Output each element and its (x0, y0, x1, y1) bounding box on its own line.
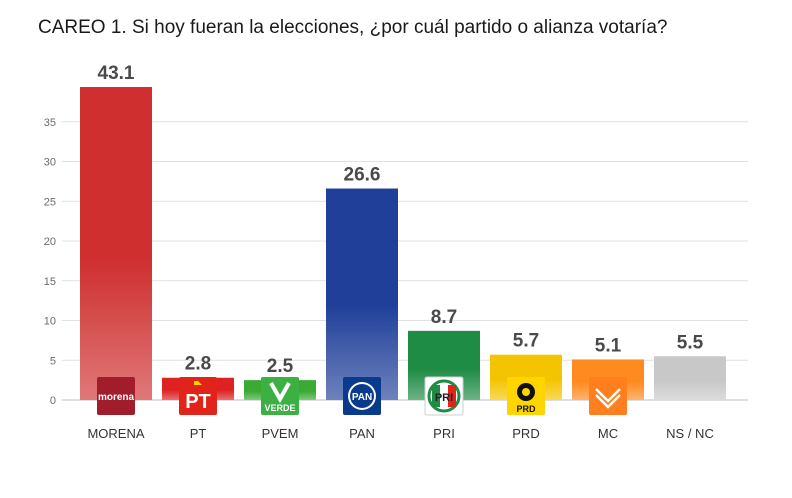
svg-text:PRI: PRI (435, 392, 453, 404)
chart-title: CAREO 1. Si hoy fueran la elecciones, ¿p… (38, 17, 668, 38)
x-tick-label: PRI (433, 426, 455, 441)
svg-text:PRD: PRD (516, 404, 536, 414)
pt-logo: PT (179, 377, 217, 415)
data-label: 5.1 (595, 335, 622, 356)
bars (80, 87, 726, 400)
y-tick-label: 35 (44, 117, 56, 129)
y-tick-label: 10 (44, 316, 56, 328)
mc-logo (589, 377, 627, 415)
gridlines (62, 121, 748, 401)
x-tick-label: MC (598, 426, 618, 441)
y-tick-label: 0 (50, 395, 56, 407)
y-tick-label: 15 (44, 276, 56, 288)
svg-text:morena: morena (98, 392, 135, 403)
bar-shade (80, 87, 152, 400)
morena-logo: morena (97, 377, 135, 415)
svg-text:PAN: PAN (352, 392, 372, 403)
data-label: 2.8 (185, 354, 211, 375)
y-tick-label: 20 (44, 236, 56, 248)
svg-text:VERDE: VERDE (264, 403, 295, 413)
x-tick-label: PT (190, 426, 207, 441)
data-label: 43.1 (98, 63, 135, 84)
pan-logo: PAN (343, 377, 381, 415)
data-label: 5.7 (513, 331, 539, 352)
x-tick-label: MORENA (87, 426, 144, 441)
svg-text:PT: PT (185, 391, 211, 413)
y-tick-label: 25 (44, 196, 56, 208)
data-label: 5.5 (677, 332, 704, 353)
labels: 0 5 10 15 20 25 30 35 43.1 MORENA morena 2.8 PT PT 2.5… (44, 63, 714, 441)
data-label: 8.7 (431, 307, 457, 328)
bar-shade (326, 188, 398, 400)
x-tick-label: PVEM (262, 426, 299, 441)
data-label: 2.5 (267, 356, 294, 377)
bar-shade (654, 356, 726, 400)
y-tick-label: 5 (50, 355, 56, 367)
x-tick-label: PAN (349, 426, 375, 441)
pvem-logo: VERDE (261, 377, 299, 415)
pri-logo: PRI (424, 376, 464, 416)
y-tick-label: 30 (44, 157, 56, 169)
prd-logo: PRD (507, 377, 545, 415)
x-tick-label: PRD (512, 426, 539, 441)
x-tick-label: NS / NC (666, 426, 714, 441)
data-label: 26.6 (344, 165, 381, 186)
